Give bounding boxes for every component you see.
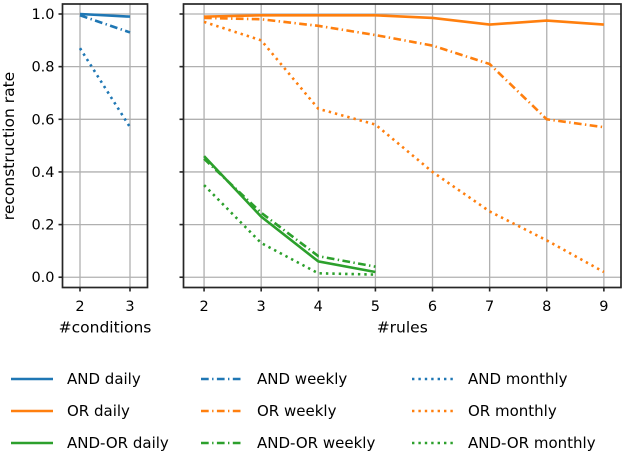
tick-labels: 2 3 4 5 6 7 8 9 <box>179 13 608 315</box>
x-tick-label: 4 <box>314 299 323 315</box>
y-tick-label: 0.0 <box>31 270 54 286</box>
legend-label: AND-OR weekly <box>257 434 376 452</box>
series-line-or-daily <box>204 14 604 26</box>
x-tick-label: 7 <box>485 299 494 315</box>
legend-label: OR daily <box>67 402 130 420</box>
legend-item-and-or-monthly: AND-OR monthly <box>411 427 620 459</box>
legend-item-and-daily: AND daily <box>10 363 200 395</box>
legend-swatch-line <box>412 441 454 445</box>
legend-item-or-monthly: OR monthly <box>411 395 620 427</box>
x-tick-label: 3 <box>125 299 134 315</box>
gridlines <box>62 4 148 288</box>
legend-item-and-weekly: AND weekly <box>200 363 411 395</box>
legend-item-and-monthly: AND monthly <box>411 363 620 395</box>
series-line-and-monthly <box>78 47 132 128</box>
subplot-rules: 2 3 4 5 6 7 8 9 #rules <box>179 3 622 337</box>
legend-label: AND daily <box>67 370 141 388</box>
subplot-conditions: 2 3 0.0 0.2 0.4 0.6 0.8 1.0 #conditions <box>31 3 152 337</box>
y-tick-label: 0.6 <box>31 112 54 128</box>
y-tick-label: 0.2 <box>31 218 54 234</box>
y-tick-label: 1.0 <box>31 7 54 23</box>
series-line-and-weekly <box>79 14 131 34</box>
legend-swatch-line <box>201 409 243 413</box>
legend-label: AND-OR monthly <box>468 434 596 452</box>
series-line-or-weekly <box>204 16 605 129</box>
series-line-or-monthly <box>203 20 605 274</box>
legend-swatch-line <box>11 377 53 381</box>
x-tick-label: 5 <box>371 299 380 315</box>
series-group <box>78 12 132 128</box>
legend-item-or-daily: OR daily <box>10 395 200 427</box>
legend-label: OR weekly <box>257 402 337 420</box>
x-tick-label: 3 <box>257 299 266 315</box>
series-line-and-or-weekly <box>203 157 376 268</box>
series-line-and-daily <box>79 12 131 18</box>
y-axis-label: reconstruction rate <box>0 72 18 220</box>
legend-item-and-or-daily: AND-OR daily <box>10 427 200 459</box>
legend-item-and-or-weekly: AND-OR weekly <box>200 427 411 459</box>
legend-swatch-line <box>11 409 53 413</box>
series-group <box>203 14 605 276</box>
y-tick-label: 0.4 <box>31 165 54 181</box>
legend-swatch-line <box>412 377 454 381</box>
axes-spines <box>182 3 622 289</box>
legend-label: OR monthly <box>468 402 557 420</box>
x-axis-label-rules: #rules <box>377 319 428 337</box>
x-tick-label: 2 <box>199 299 208 315</box>
x-tick-label: 6 <box>428 299 437 315</box>
series-line-and-or-daily <box>203 155 376 274</box>
axes-spines <box>61 3 149 289</box>
legend-item-or-weekly: OR weekly <box>200 395 411 427</box>
gridlines <box>183 4 621 288</box>
legend: AND daily AND weekly AND monthly OR dail… <box>10 363 620 459</box>
legend-swatch-line <box>201 377 243 381</box>
tick-labels: 2 3 0.0 0.2 0.4 0.6 0.8 1.0 <box>31 7 134 315</box>
x-axis-label-conditions: #conditions <box>59 319 152 337</box>
legend-swatch-line <box>11 441 53 445</box>
x-tick-label: 9 <box>599 299 608 315</box>
legend-swatch-line <box>201 441 243 445</box>
legend-label: AND-OR daily <box>67 434 169 452</box>
plots-canvas: 2 3 0.0 0.2 0.4 0.6 0.8 1.0 #conditions 2 3 4 5 6 7 8 9 #… <box>0 3 622 337</box>
y-tick-label: 0.8 <box>31 60 54 76</box>
legend-swatch-line <box>412 409 454 413</box>
series-line-and-or-monthly <box>203 184 376 276</box>
legend-label: AND weekly <box>257 370 348 388</box>
x-tick-label: 8 <box>542 299 551 315</box>
legend-label: AND monthly <box>468 370 568 388</box>
x-tick-label: 2 <box>75 299 84 315</box>
